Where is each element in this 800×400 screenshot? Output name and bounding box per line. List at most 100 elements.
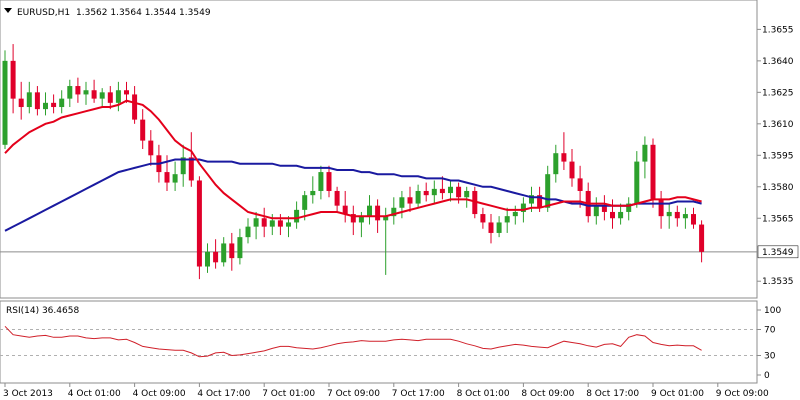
candle-body <box>221 243 227 263</box>
price-panel <box>0 0 758 299</box>
candle-body <box>188 157 194 181</box>
candle-body <box>83 90 89 95</box>
candle-body <box>488 222 494 233</box>
candle-body <box>2 60 8 145</box>
candle-body <box>350 214 356 223</box>
candle-body <box>302 195 308 210</box>
candle-body <box>666 211 672 217</box>
price-tick-label: 1.3565 <box>762 214 794 224</box>
candle-body <box>577 178 583 191</box>
candle-body <box>448 186 453 194</box>
candle-body <box>691 214 696 225</box>
candle-body <box>10 60 16 99</box>
ma-fast-line <box>4 99 702 220</box>
candle-body <box>196 180 202 267</box>
time-tick-label: 4 Oct 17:00 <box>197 389 250 399</box>
candle-body <box>367 205 372 217</box>
candle-body <box>456 186 462 198</box>
candle-body <box>601 205 607 212</box>
candle-body <box>132 94 138 120</box>
candle-body <box>51 102 57 108</box>
rsi-line <box>4 325 702 358</box>
candle-body <box>561 153 567 162</box>
candle-body <box>205 251 210 267</box>
candle-body <box>277 220 283 227</box>
candle-body <box>286 222 291 227</box>
candle-body <box>658 199 664 217</box>
ohlc-values: 1.3562 1.3564 1.3544 1.3549 <box>76 8 211 18</box>
price-tick-label: 1.3640 <box>762 57 794 67</box>
rsi-series <box>4 325 702 358</box>
candle-body <box>75 86 81 95</box>
time-tick-label: 7 Oct 17:00 <box>392 389 445 399</box>
candle-body <box>642 144 648 162</box>
candle-body <box>115 90 121 103</box>
candle-body <box>140 119 146 141</box>
rsi-label: RSI(14) 36.4658 <box>6 306 79 316</box>
candle-body <box>391 207 397 217</box>
candle-body <box>626 203 632 212</box>
candle-body <box>618 211 624 219</box>
symbol-label: EURUSD,H1 <box>17 8 70 18</box>
candle-body <box>326 172 332 191</box>
candle-body <box>512 211 518 217</box>
candle-body <box>423 190 429 196</box>
candle-body <box>18 98 24 108</box>
candle-body <box>553 153 559 175</box>
time-tick-label: 7 Oct 09:00 <box>327 389 380 399</box>
candle-body <box>59 98 65 108</box>
candle-body <box>569 161 575 179</box>
candle-body <box>124 90 129 95</box>
candle-body <box>431 188 437 196</box>
candle-body <box>229 243 235 259</box>
candle-body <box>253 218 259 227</box>
candle-body <box>269 220 275 227</box>
rsi-tick-label: 0 <box>764 371 770 381</box>
candle-body <box>91 90 97 99</box>
time-axis: 3 Oct 2013 4 Oct 01:00 4 Oct 09:00 4 Oct 17… <box>3 383 769 399</box>
candle-body <box>26 92 32 108</box>
current-price-tag <box>757 245 799 259</box>
candle-body <box>99 92 105 99</box>
candle-body <box>375 205 381 221</box>
candle-body <box>537 195 543 208</box>
candle-body <box>480 214 486 223</box>
candle-body <box>261 218 267 227</box>
triangle-down-icon[interactable] <box>4 8 12 13</box>
candle-body <box>358 216 364 223</box>
candle-body <box>699 224 705 252</box>
current-price-label: 1.3549 <box>762 248 794 258</box>
candle-body <box>213 251 219 263</box>
candle-body <box>34 92 40 110</box>
candle-body <box>180 157 186 175</box>
candle-body <box>148 140 154 156</box>
candle-body <box>407 197 413 204</box>
candle-body <box>415 190 421 204</box>
rsi-tick-label: 100 <box>764 306 781 316</box>
candle-body <box>294 209 300 223</box>
candle-body <box>399 197 405 208</box>
price-axis: 1.3655 1.3640 1.3625 1.3610 1.3595 1.3580 1.35… <box>0 25 799 287</box>
price-tick-label: 1.3625 <box>762 88 794 98</box>
chart-header: EURUSD,H1 1.3562 1.3564 1.3544 1.3549 <box>4 8 211 18</box>
candle-body <box>245 226 251 238</box>
price-tick-label: 1.3610 <box>762 120 794 130</box>
candle-body <box>545 174 551 208</box>
candle-body <box>464 190 470 198</box>
time-tick-label: 8 Oct 09:00 <box>521 389 574 399</box>
time-tick-label: 7 Oct 01:00 <box>262 389 315 399</box>
time-tick-label: 4 Oct 01:00 <box>68 389 121 399</box>
candle-body <box>496 222 502 233</box>
price-tick-label: 1.3580 <box>762 183 794 193</box>
candle-body <box>383 216 389 221</box>
candle-body <box>43 102 48 110</box>
candle-body <box>237 237 243 259</box>
candle-body <box>334 190 340 206</box>
rsi-tick-label: 70 <box>764 326 776 336</box>
price-tick-label: 1.3655 <box>762 25 794 35</box>
price-tick-label: 1.3595 <box>762 151 794 161</box>
rsi-panel <box>0 300 758 384</box>
price-tick-label: 1.3535 <box>762 277 794 287</box>
ma-slow-line <box>4 158 702 232</box>
candle-body <box>439 188 445 194</box>
